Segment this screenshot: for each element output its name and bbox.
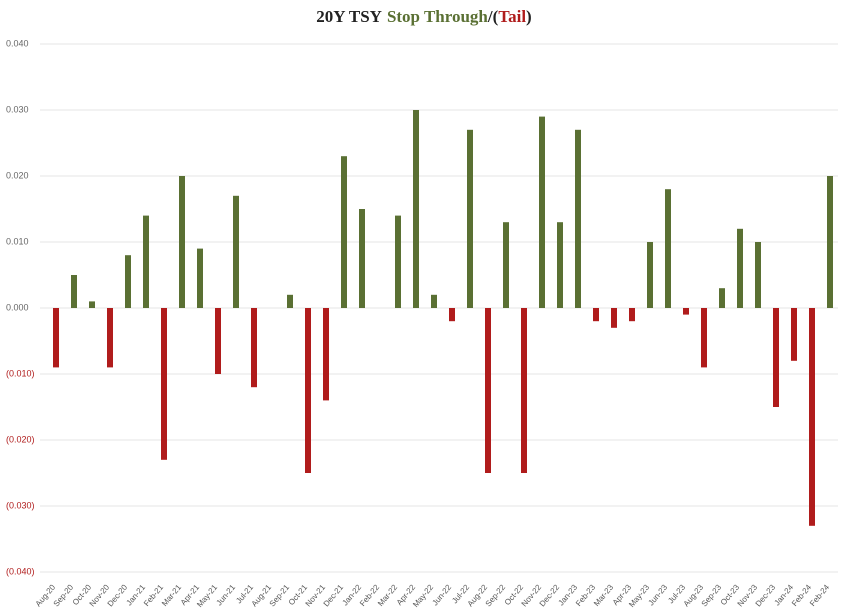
x-tick-label: Mar-23	[592, 582, 616, 608]
bar	[755, 242, 761, 308]
x-tick-label: May-23	[627, 582, 651, 609]
bar	[665, 189, 671, 308]
bar	[179, 176, 185, 308]
bar	[719, 288, 725, 308]
x-tick-label: Jun-23	[647, 582, 670, 607]
bar	[773, 308, 779, 407]
bar	[449, 308, 455, 322]
x-tick-label: Jun-21	[215, 582, 238, 607]
bar	[359, 209, 365, 308]
bar	[737, 228, 743, 308]
title-part: Tail	[498, 7, 526, 26]
y-tick-label: 0.040	[6, 38, 29, 48]
bar	[503, 222, 509, 308]
x-tick-label: Dec-22	[538, 582, 562, 608]
y-tick-label: (0.040)	[6, 566, 35, 576]
title-part: )	[526, 7, 532, 26]
bar	[233, 195, 239, 308]
bar	[89, 301, 95, 308]
y-tick-label: 0.020	[6, 170, 29, 180]
x-tick-label: Sep-22	[484, 582, 508, 608]
x-tick-label: Dec-21	[322, 582, 346, 608]
bar	[341, 156, 347, 308]
bar	[107, 308, 113, 368]
bar	[539, 116, 545, 308]
x-tick-label: Mar-21	[160, 582, 184, 608]
x-tick-label: May-21	[195, 582, 219, 609]
title-part: /	[487, 7, 493, 26]
bar	[791, 308, 797, 361]
bar	[557, 222, 563, 308]
x-tick-label: Feb-24	[808, 582, 832, 608]
y-tick-label: (0.030)	[6, 500, 35, 510]
bar	[143, 215, 149, 308]
bar	[161, 308, 167, 460]
y-tick-label: (0.020)	[6, 434, 35, 444]
bar	[395, 215, 401, 308]
bar	[53, 308, 59, 368]
bar	[683, 308, 689, 315]
x-tick-label: Sep-21	[268, 582, 292, 608]
bar	[71, 275, 77, 308]
x-tick-label: Jun-22	[431, 582, 454, 607]
y-tick-label: 0.010	[6, 236, 29, 246]
bar	[305, 308, 311, 473]
bar	[323, 308, 329, 401]
bar	[521, 308, 527, 473]
bar	[593, 308, 599, 322]
y-tick-label: (0.010)	[6, 368, 35, 378]
x-tick-label: Mar-22	[376, 582, 400, 608]
bar	[575, 129, 581, 308]
x-tick-label: Sep-20	[52, 582, 76, 608]
title-part: Stop Through	[387, 7, 488, 26]
bar	[125, 255, 131, 308]
chart-title: 20Y TSY Stop Through/(Tail)	[316, 7, 531, 26]
title-part: 20Y TSY	[316, 7, 382, 26]
title-part: (	[493, 7, 499, 26]
bar	[467, 129, 473, 308]
bar	[431, 294, 437, 308]
x-tick-label: Sep-23	[700, 582, 724, 608]
bar	[413, 110, 419, 308]
bar	[197, 248, 203, 308]
bar	[809, 308, 815, 526]
bar	[701, 308, 707, 368]
bar	[647, 242, 653, 308]
x-tick-label: Dec-20	[106, 582, 130, 608]
bar	[287, 294, 293, 308]
y-tick-label: 0.030	[6, 104, 29, 114]
bar	[827, 176, 833, 308]
y-tick-label: 0.000	[6, 302, 29, 312]
bar	[629, 308, 635, 322]
bar	[611, 308, 617, 328]
x-tick-label: May-22	[411, 582, 435, 609]
bar	[251, 308, 257, 388]
bar	[215, 308, 221, 374]
x-tick-label: Dec-23	[754, 582, 778, 608]
bar	[485, 308, 491, 473]
